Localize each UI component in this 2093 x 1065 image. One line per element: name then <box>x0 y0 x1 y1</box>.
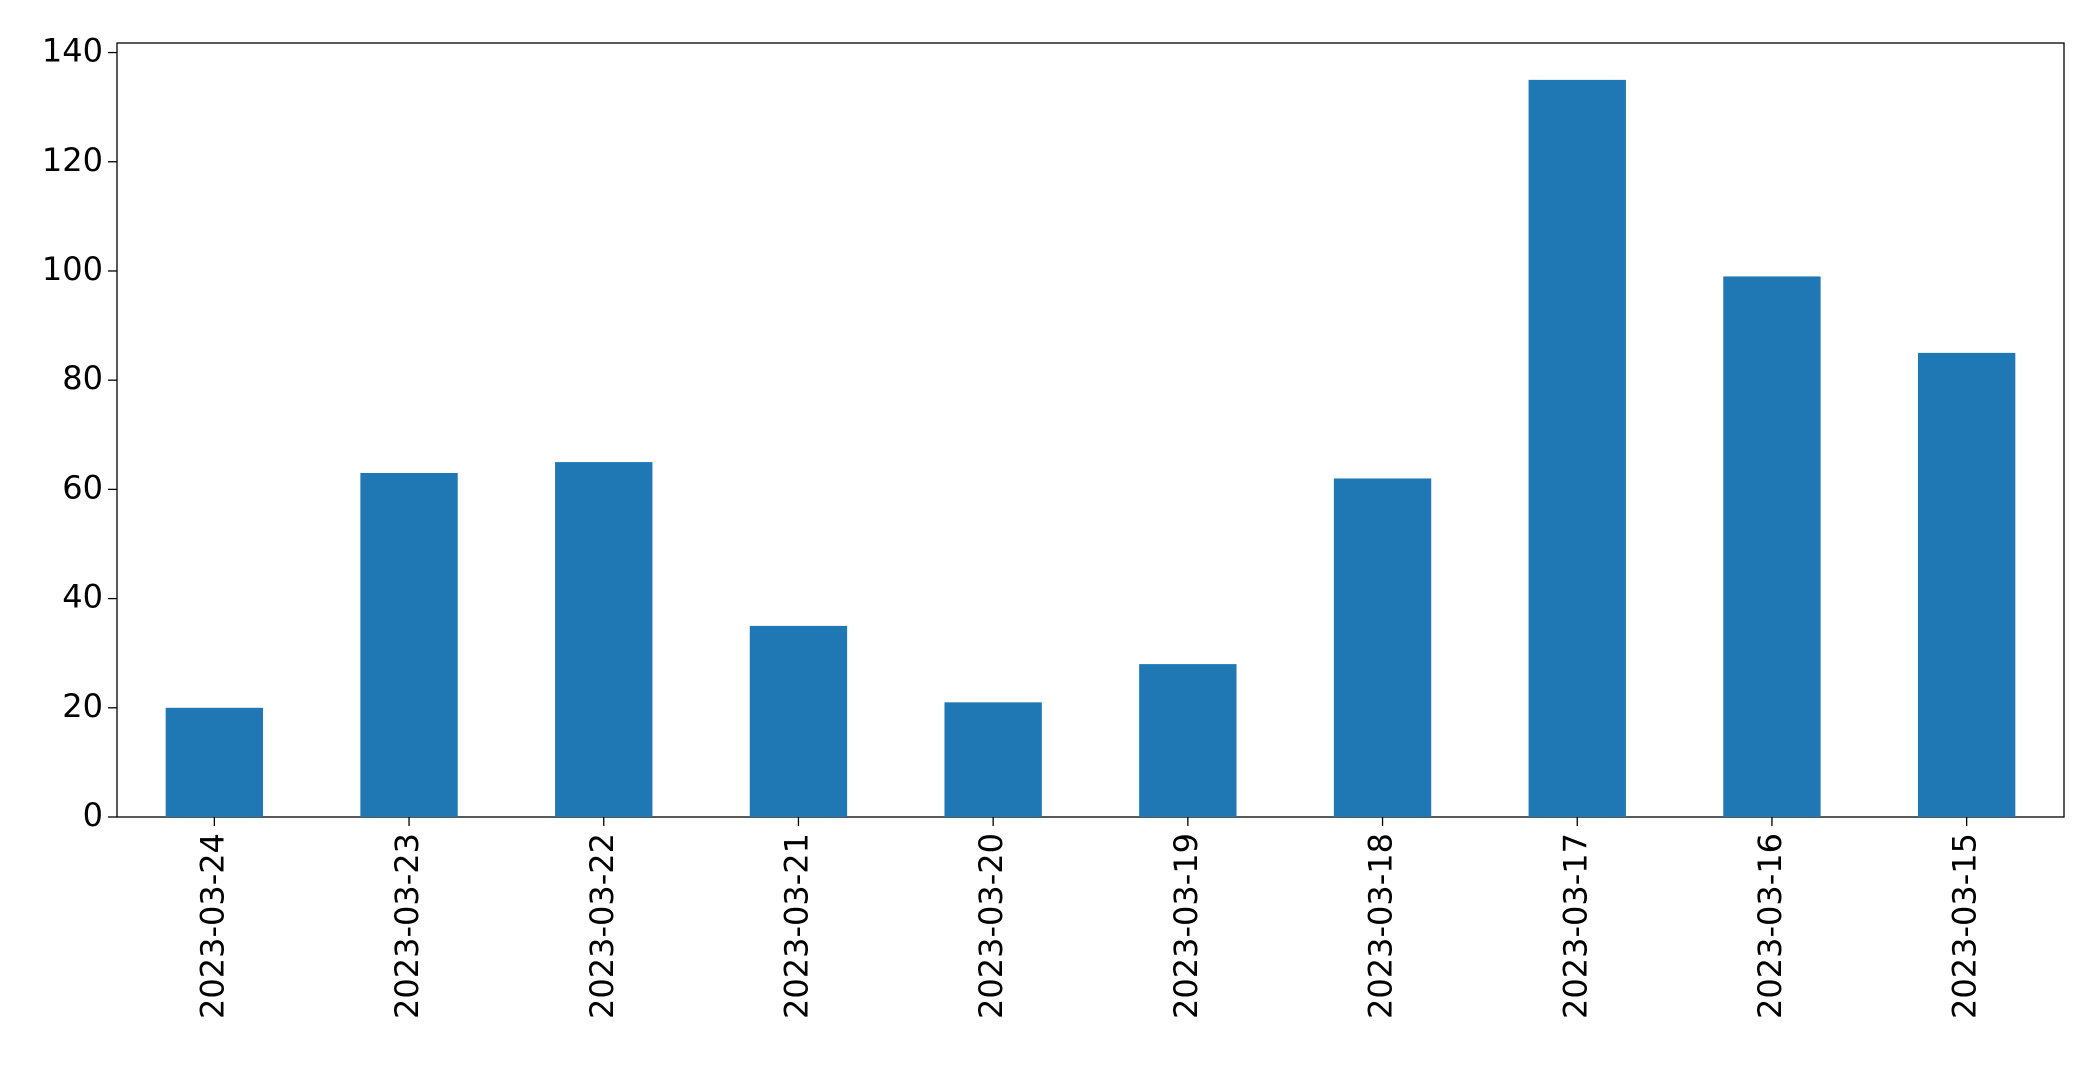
y-tick-label: 120 <box>42 141 103 179</box>
x-tick-label: 2023-03-21 <box>777 833 815 1019</box>
plot-frame <box>116 42 2065 818</box>
x-tick-label: 2023-03-19 <box>1167 833 1205 1019</box>
bar <box>165 707 264 817</box>
bar <box>1333 478 1432 817</box>
bar <box>1917 352 2016 817</box>
y-tick-label: 60 <box>62 468 103 506</box>
x-tick-label: 2023-03-24 <box>193 833 231 1019</box>
y-tick-label: 20 <box>62 687 103 725</box>
x-tick-label: 2023-03-20 <box>972 833 1010 1019</box>
bar <box>555 462 653 817</box>
bar <box>1528 79 1626 818</box>
x-tick-label: 2023-03-15 <box>1946 833 1984 1019</box>
y-tick-label: 80 <box>62 359 103 397</box>
x-tick-label: 2023-03-17 <box>1556 833 1594 1019</box>
bar <box>360 473 458 817</box>
y-tick-label: 40 <box>62 578 103 616</box>
bar <box>749 625 848 817</box>
bar <box>944 702 1042 817</box>
bar <box>1139 664 1237 817</box>
x-tick-label: 2023-03-23 <box>388 833 426 1019</box>
bar <box>1723 276 1821 817</box>
y-tick-label: 140 <box>42 32 103 70</box>
y-tick-label: 100 <box>42 250 103 288</box>
y-tick-label: 0 <box>83 796 103 834</box>
x-tick-label: 2023-03-22 <box>583 833 621 1019</box>
x-tick-label: 2023-03-16 <box>1751 833 1789 1019</box>
x-tick-label: 2023-03-18 <box>1362 833 1400 1019</box>
